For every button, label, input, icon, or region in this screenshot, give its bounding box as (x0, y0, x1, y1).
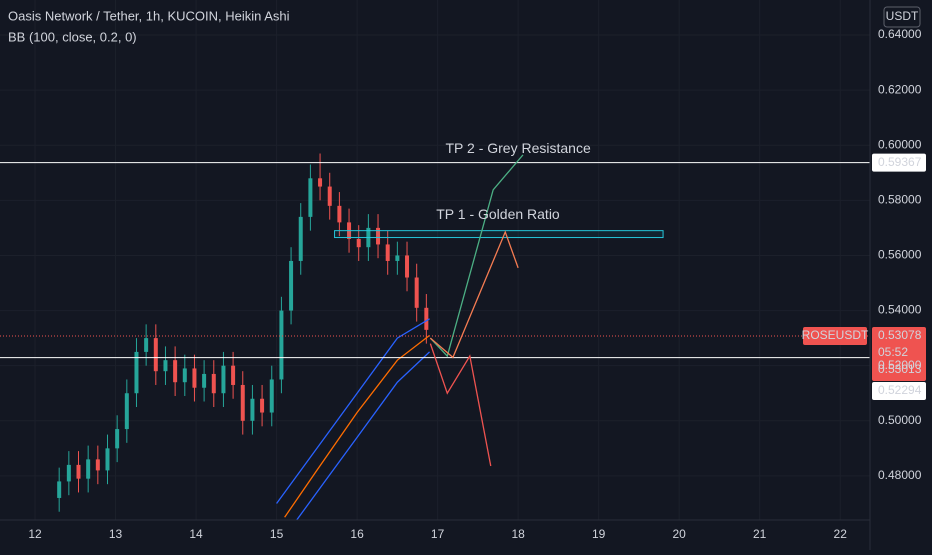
candle-body (231, 365, 236, 385)
candle-body (211, 373, 216, 394)
candle-body (163, 360, 168, 372)
indicator-label: BB (100, close, 0.2, 0) (8, 29, 137, 44)
candle-body (76, 464, 81, 479)
candle-body (173, 360, 178, 383)
target-zone (334, 230, 664, 239)
y-tick-label: 0.50000 (878, 413, 922, 427)
projection-line (429, 154, 524, 358)
close-price-text: 0.53013 (878, 362, 922, 376)
candle-body (221, 365, 226, 394)
price-badge-text: 0.59367 (878, 155, 922, 169)
candle-body (269, 379, 274, 413)
candle-body (318, 178, 323, 187)
y-tick-label: 0.64000 (878, 27, 922, 41)
plot-area (0, 153, 870, 520)
y-tick-label: 0.60000 (878, 137, 922, 151)
candle-body (250, 398, 255, 421)
y-tick-label: 0.48000 (878, 468, 922, 482)
candle-body (66, 464, 71, 482)
last-price-badge (872, 326, 926, 381)
candle-body (240, 384, 245, 421)
y-tick-label: 0.52000 (878, 358, 922, 372)
x-tick-label: 20 (672, 527, 686, 541)
x-tick-label: 22 (834, 527, 848, 541)
x-tick-label: 17 (431, 527, 445, 541)
price-badge (872, 381, 926, 400)
annotation: TP 1 - Golden Ratio (436, 206, 560, 222)
x-tick-label: 13 (109, 527, 123, 541)
candle-body (395, 255, 400, 261)
bb-line (284, 334, 430, 518)
candle-body (279, 310, 284, 380)
currency-label[interactable]: USDT (886, 9, 919, 23)
y-tick-label: 0.56000 (878, 248, 922, 262)
y-tick-label: 0.62000 (878, 82, 922, 96)
candle-body (260, 398, 265, 413)
candle-body (337, 205, 342, 223)
x-tick-label: 16 (350, 527, 364, 541)
currency-box[interactable] (883, 6, 921, 28)
candle-body (86, 459, 91, 479)
candle-body (182, 368, 187, 383)
candle-body (105, 448, 110, 471)
overlay: TP 2 - Grey Resistance TP 1 - Golden Rati… (436, 140, 926, 400)
candle-body (57, 481, 62, 498)
projection-line (429, 230, 519, 359)
candle-body (376, 227, 381, 245)
candle-body (385, 244, 390, 261)
y-tick-label: 0.58000 (878, 193, 922, 207)
annotation: TP 2 - Grey Resistance (446, 140, 591, 156)
candle-body (192, 368, 197, 388)
candle-body (124, 393, 129, 430)
price-badge (872, 153, 926, 172)
candle-body (308, 178, 313, 217)
candle-body (153, 338, 158, 372)
candle-body (202, 373, 207, 388)
countdown-text: 05:52 (878, 345, 908, 359)
projection-line (429, 343, 492, 467)
candle-body (134, 351, 139, 394)
candle-body (144, 338, 149, 352)
x-tick-label: 14 (189, 527, 203, 541)
candle-body (414, 277, 419, 308)
candle-body (424, 307, 429, 330)
chart-title: Oasis Network / Tether, 1h, KUCOIN, Heik… (8, 8, 290, 23)
candle-body (289, 260, 294, 311)
x-tick-label: 12 (28, 527, 42, 541)
x-tick-label: 15 (270, 527, 284, 541)
candle-body (115, 429, 120, 449)
x-tick-label: 18 (511, 527, 525, 541)
y-tick-label: 0.54000 (878, 303, 922, 317)
bb-line (295, 351, 431, 520)
candle-body (298, 216, 303, 261)
candle-body (95, 459, 100, 471)
symbol-badge (803, 326, 867, 345)
candle-body (327, 186, 332, 206)
symbol-badge-text: ROSEUSDT (802, 328, 869, 342)
bb-line (276, 318, 430, 504)
candle-body (405, 255, 410, 278)
price-badge-text: 0.52294 (878, 383, 922, 397)
last-price-text: 0.53078 (878, 328, 922, 342)
x-tick-label: 19 (592, 527, 606, 541)
x-tick-label: 21 (753, 527, 767, 541)
candle-body (356, 238, 361, 248)
